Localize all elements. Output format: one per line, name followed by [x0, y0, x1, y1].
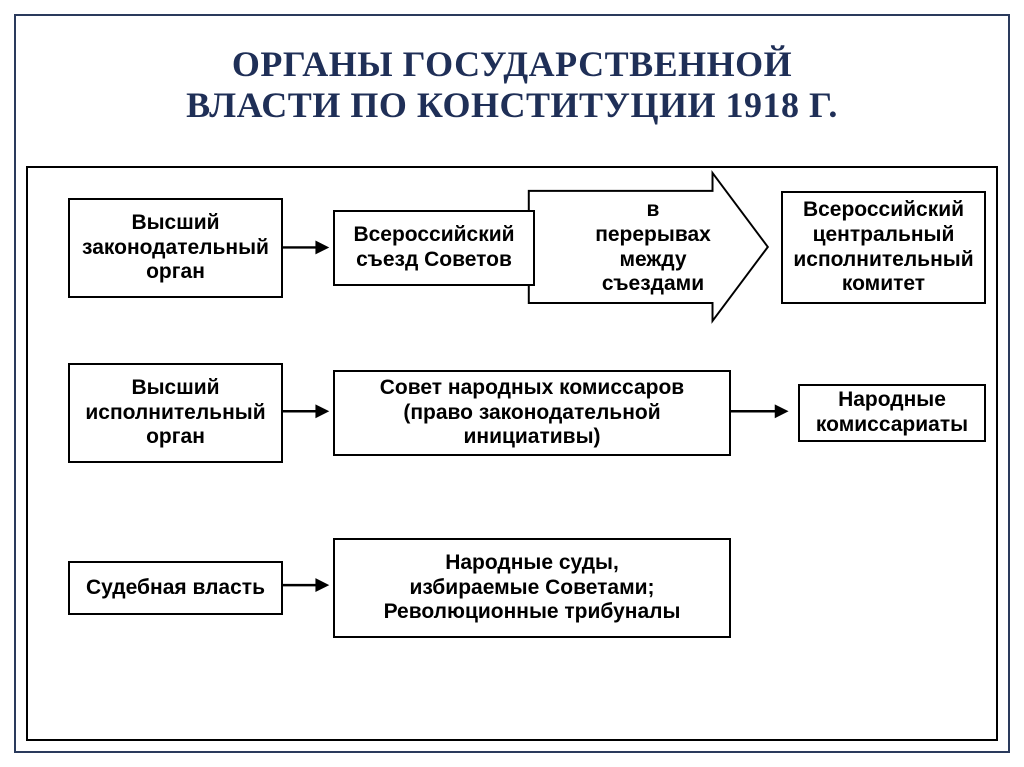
diagram: Высшийзаконодательныйорган Всероссийскийс…: [28, 168, 996, 739]
node-n6: Совет народных комиссаров(право законода…: [333, 370, 731, 456]
node-n4: Всероссийскийцентральныйисполнительныйко…: [781, 191, 986, 304]
node-n7: Народныекомиссариаты: [798, 384, 986, 442]
diagram-frame: Высшийзаконодательныйорган Всероссийскийс…: [26, 166, 998, 741]
node-n3: вперерывахмеждусъездами: [583, 191, 723, 304]
outer-frame: ОРГАНЫ ГОСУДАРСТВЕННОЙВЛАСТИ ПО КОНСТИТУ…: [14, 14, 1010, 753]
node-n1: Высшийзаконодательныйорган: [68, 198, 283, 298]
node-n9: Народные суды,избираемые Советами;Револю…: [333, 538, 731, 638]
slide-title: ОРГАНЫ ГОСУДАРСТВЕННОЙВЛАСТИ ПО КОНСТИТУ…: [36, 44, 988, 127]
node-n2: Всероссийскийсъезд Советов: [333, 210, 535, 286]
node-n5: Высшийисполнительныйорган: [68, 363, 283, 463]
title-area: ОРГАНЫ ГОСУДАРСТВЕННОЙВЛАСТИ ПО КОНСТИТУ…: [16, 16, 1008, 145]
node-n8: Судебная власть: [68, 561, 283, 615]
